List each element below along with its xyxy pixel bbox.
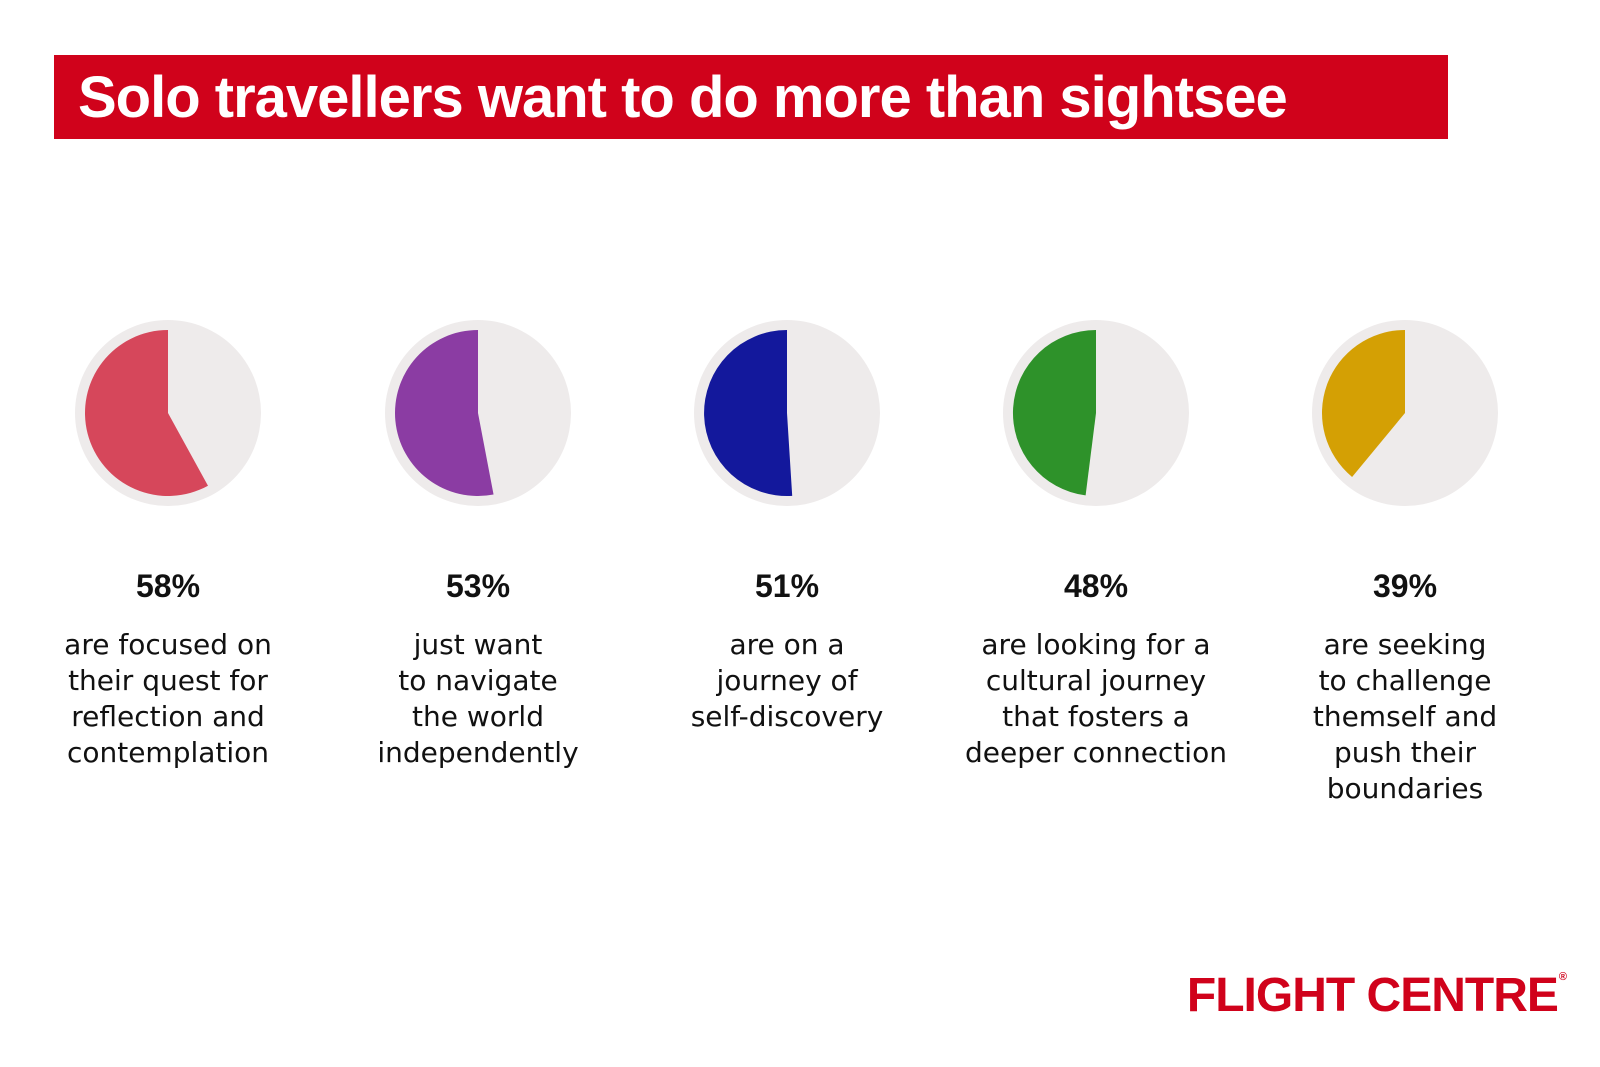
stat-0: 58% are focused on their quest for reflecti…	[28, 318, 308, 771]
percent-label: 58%	[135, 568, 201, 604]
pie-chart	[75, 320, 261, 506]
percent-label: 48%	[1063, 568, 1129, 604]
description-line: reflection and	[71, 700, 265, 733]
description-line: self-discovery	[690, 700, 884, 733]
description-line: contemplation	[66, 736, 270, 769]
description-line: are on a	[729, 628, 845, 661]
description-line: boundaries	[1326, 772, 1484, 805]
title-banner: Solo travellers want to do more than sig…	[54, 55, 1448, 139]
stat-2: 51% are on a journey of self-discovery	[647, 318, 927, 735]
description-line: just want	[413, 628, 543, 661]
percent-label: 53%	[445, 568, 511, 604]
description-line: the world	[412, 700, 544, 733]
description-line: to challenge	[1318, 664, 1492, 697]
description-line: deeper connection	[965, 736, 1227, 769]
pie-slice	[1012, 330, 1096, 496]
description-line: journey of	[716, 664, 858, 697]
description-line: that fosters a	[1002, 700, 1190, 733]
pie-chart	[694, 320, 880, 506]
description-line: are seeking	[1323, 628, 1487, 661]
flight-centre-logo: FLIGHT CENTRE®	[1186, 969, 1567, 1022]
description-line: their quest for	[68, 664, 268, 697]
description-line: to navigate	[398, 664, 558, 697]
chart-title: Solo travellers want to do more than sig…	[78, 64, 1288, 130]
stat-4: 39% are seeking to challenge themself and pu…	[1265, 318, 1545, 807]
stat-description: are on a journey of self-discovery	[647, 627, 927, 735]
percent-label: 51%	[754, 568, 820, 604]
description-line: are looking for a	[981, 628, 1211, 661]
percent-label: 39%	[1372, 568, 1438, 604]
pie-slice	[394, 330, 494, 497]
pie-chart	[1312, 320, 1498, 506]
pie-chart	[385, 320, 571, 506]
description-line: are focused on	[64, 628, 272, 661]
stat-3: 48% are looking for a cultural journey that…	[956, 318, 1236, 771]
stat-1: 53% just want to navigate the world independ…	[338, 318, 618, 771]
logo-text: FLIGHT CENTRE	[1186, 969, 1559, 1022]
stat-description: are seeking to challenge themself and push …	[1265, 627, 1545, 807]
registered-mark: ®	[1558, 971, 1567, 983]
pie-slice	[1321, 330, 1405, 477]
description-line: cultural journey	[985, 664, 1207, 697]
description-line: independently	[377, 736, 579, 769]
description-line: push their	[1334, 736, 1476, 769]
stat-description: are looking for a cultural journey that fo…	[956, 627, 1236, 771]
pie-slice	[84, 330, 208, 496]
pie-slice	[704, 330, 793, 496]
description-line: themself and	[1312, 700, 1498, 733]
pie-chart	[1003, 320, 1189, 506]
stat-description: just want to navigate the world independent…	[338, 627, 618, 771]
stat-description: are focused on their quest for reflection …	[28, 627, 308, 771]
